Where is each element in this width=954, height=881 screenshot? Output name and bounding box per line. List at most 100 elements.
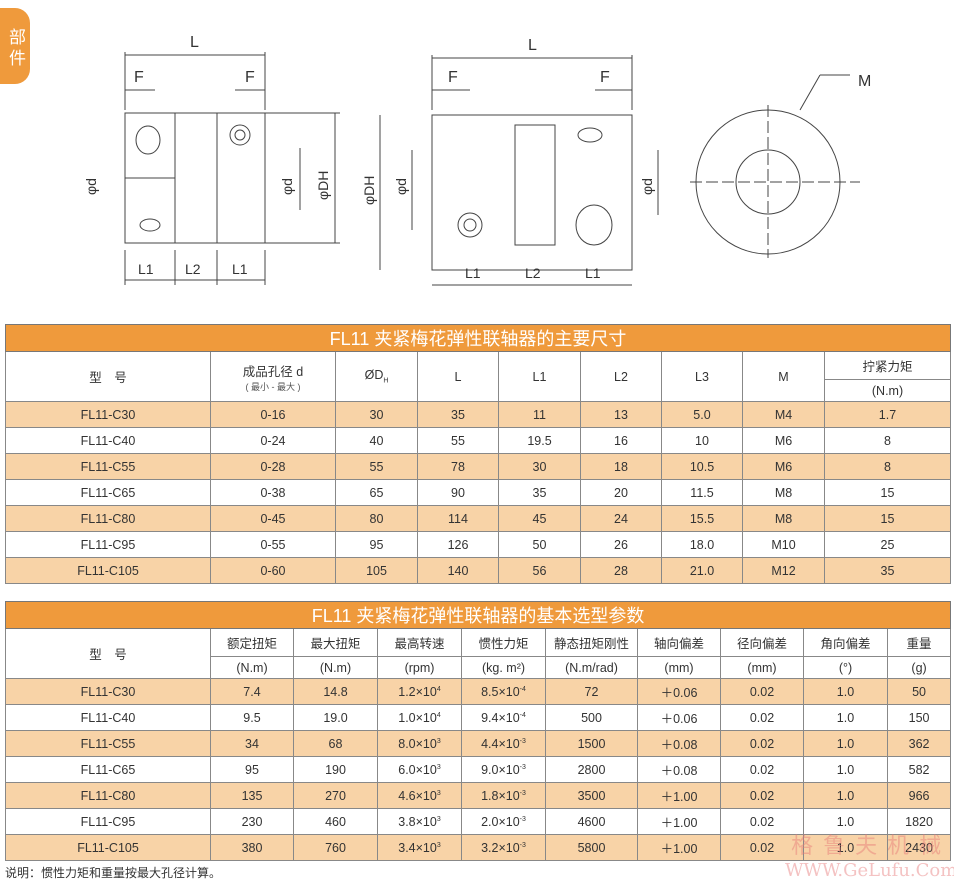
header-l2: L2 <box>580 351 662 402</box>
table-cell: 500 <box>545 704 638 731</box>
table-cell: 80 <box>335 505 418 532</box>
table-row: FL11-C40 0-24 40 55 19.5 16 10 M6 8 <box>5 427 951 454</box>
table-cell: 3.2×10-3 <box>461 834 546 861</box>
table-cell: 114 <box>417 505 499 532</box>
dim-d: φd <box>83 178 99 195</box>
table-cell: 1.0 <box>803 730 888 757</box>
table-cell: 55 <box>335 453 418 480</box>
table-cell: ＋1.00 <box>637 782 721 809</box>
table-cell: FL11-C55 <box>5 453 211 480</box>
table-cell: 126 <box>417 531 499 558</box>
column-unit: (N.m) <box>210 656 294 679</box>
table-cell: ＋1.00 <box>637 808 721 835</box>
table-cell: 1.0 <box>803 756 888 783</box>
dim-d: φd <box>393 178 409 195</box>
table-cell: 1500 <box>545 730 638 757</box>
table-cell: 1.2×104 <box>377 678 462 705</box>
header-bore: 成品孔径 d( 最小 - 最大 ) <box>210 351 336 402</box>
table-row: FL11-C105 0-60 105 140 56 28 21.0 M12 35 <box>5 557 951 584</box>
table-cell: 21.0 <box>661 557 743 584</box>
table-cell: 9.4×10-4 <box>461 704 546 731</box>
table-cell: FL11-C80 <box>5 505 211 532</box>
column-unit: (kg. m²) <box>461 656 546 679</box>
table-cell: 380 <box>210 834 294 861</box>
table-cell: 4600 <box>545 808 638 835</box>
header-l3: L3 <box>661 351 743 402</box>
dim-L1: L1 <box>232 261 248 277</box>
table-row: FL11-C30 7.4 14.8 1.2×104 8.5×10-4 72 ＋0.06 0.0… <box>5 678 952 705</box>
table-cell: 14.8 <box>293 678 378 705</box>
table-row: FL11-C40 9.5 19.0 1.0×104 9.4×10-4 500 ＋0.06 0.… <box>5 704 952 731</box>
table-cell: 40 <box>335 427 418 454</box>
dimensions-table: FL11 夹紧梅花弹性联轴器的主要尺寸 型 号 成品孔径 d( 最小 - 最大 … <box>5 324 951 584</box>
table-cell: 95 <box>210 756 294 783</box>
table-cell: 5.0 <box>661 401 743 428</box>
dim-L: L <box>528 37 537 54</box>
table-cell: 0.02 <box>720 834 804 861</box>
table-cell: 4.6×103 <box>377 782 462 809</box>
table-cell: 15 <box>824 505 951 532</box>
table-cell: FL11-C95 <box>5 531 211 558</box>
column-header: 轴向偏差 <box>637 628 721 657</box>
table-cell: 1.0 <box>803 782 888 809</box>
table-cell: 16 <box>580 427 662 454</box>
table-row: FL11-C30 0-16 30 35 11 13 5.0 M4 1.7 <box>5 401 951 428</box>
column-header: 重量 <box>886 628 952 657</box>
header-l1: L1 <box>498 351 581 402</box>
dim-L: L <box>190 34 199 51</box>
table-cell: 50 <box>498 531 581 558</box>
table-cell: FL11-C65 <box>5 479 211 506</box>
table-cell: 11 <box>498 401 581 428</box>
table-cell: M10 <box>742 531 825 558</box>
dim-F: F <box>245 69 255 86</box>
table-cell: 11.5 <box>661 479 743 506</box>
table-cell: 2.0×10-3 <box>461 808 546 835</box>
dim-F: F <box>448 69 458 86</box>
dim-d: φd <box>279 178 295 195</box>
drawing-side-view-1 <box>124 52 340 285</box>
table-cell: 6.0×103 <box>377 756 462 783</box>
table-cell: 1.0 <box>803 704 888 731</box>
table-cell: M12 <box>742 557 825 584</box>
table-cell: 34 <box>210 730 294 757</box>
drawing-side-view-2 <box>379 55 659 286</box>
table-cell: 0.02 <box>720 782 804 809</box>
column-header: 最高转速 <box>377 628 462 657</box>
header-torque: 拧紧力矩 <box>824 351 951 380</box>
table-cell: 230 <box>210 808 294 835</box>
column-header: 角向偏差 <box>803 628 888 657</box>
dim-L2: L2 <box>525 265 541 281</box>
table-cell: 4.4×10-3 <box>461 730 546 757</box>
dim-d: φd <box>639 178 655 195</box>
table-cell: 24 <box>580 505 662 532</box>
table-cell: 19.0 <box>293 704 378 731</box>
table-cell: FL11-C40 <box>5 427 211 454</box>
dim-F: F <box>134 69 144 86</box>
dim-L2: L2 <box>185 261 201 277</box>
table-cell: 18.0 <box>661 531 743 558</box>
table-cell: 0-28 <box>210 453 336 480</box>
dim-DH: φDH <box>315 171 331 200</box>
table-cell: 45 <box>498 505 581 532</box>
table-cell: 20 <box>580 479 662 506</box>
column-header: 静态扭矩刚性 <box>545 628 638 657</box>
table-row: FL11-C95 0-55 95 126 50 26 18.0 M10 25 <box>5 531 951 558</box>
table-cell: ＋0.06 <box>637 678 721 705</box>
table-cell: 55 <box>417 427 499 454</box>
column-header: 最大扭矩 <box>293 628 378 657</box>
table-cell: 0-38 <box>210 479 336 506</box>
table-cell: 3.8×103 <box>377 808 462 835</box>
table-cell: 362 <box>886 730 952 757</box>
column-unit: (g) <box>886 656 952 679</box>
table-row: FL11-C55 34 68 8.0×103 4.4×10-3 1500 ＋0.08 0.02… <box>5 730 952 757</box>
table-cell: 150 <box>886 704 952 731</box>
selection-table: FL11 夹紧梅花弹性联轴器的基本选型参数 型 号额定扭矩 最大扭矩 最高转速 惯性力… <box>4 601 952 861</box>
table-cell: ＋0.06 <box>637 704 721 731</box>
dim-DH: φDH <box>361 176 377 205</box>
header-m: M <box>742 351 825 402</box>
column-unit: (rpm) <box>377 656 462 679</box>
column-unit: (mm) <box>720 656 804 679</box>
dim-M: M <box>858 73 871 90</box>
table-cell: 2430 <box>886 834 952 861</box>
table-cell: 966 <box>886 782 952 809</box>
